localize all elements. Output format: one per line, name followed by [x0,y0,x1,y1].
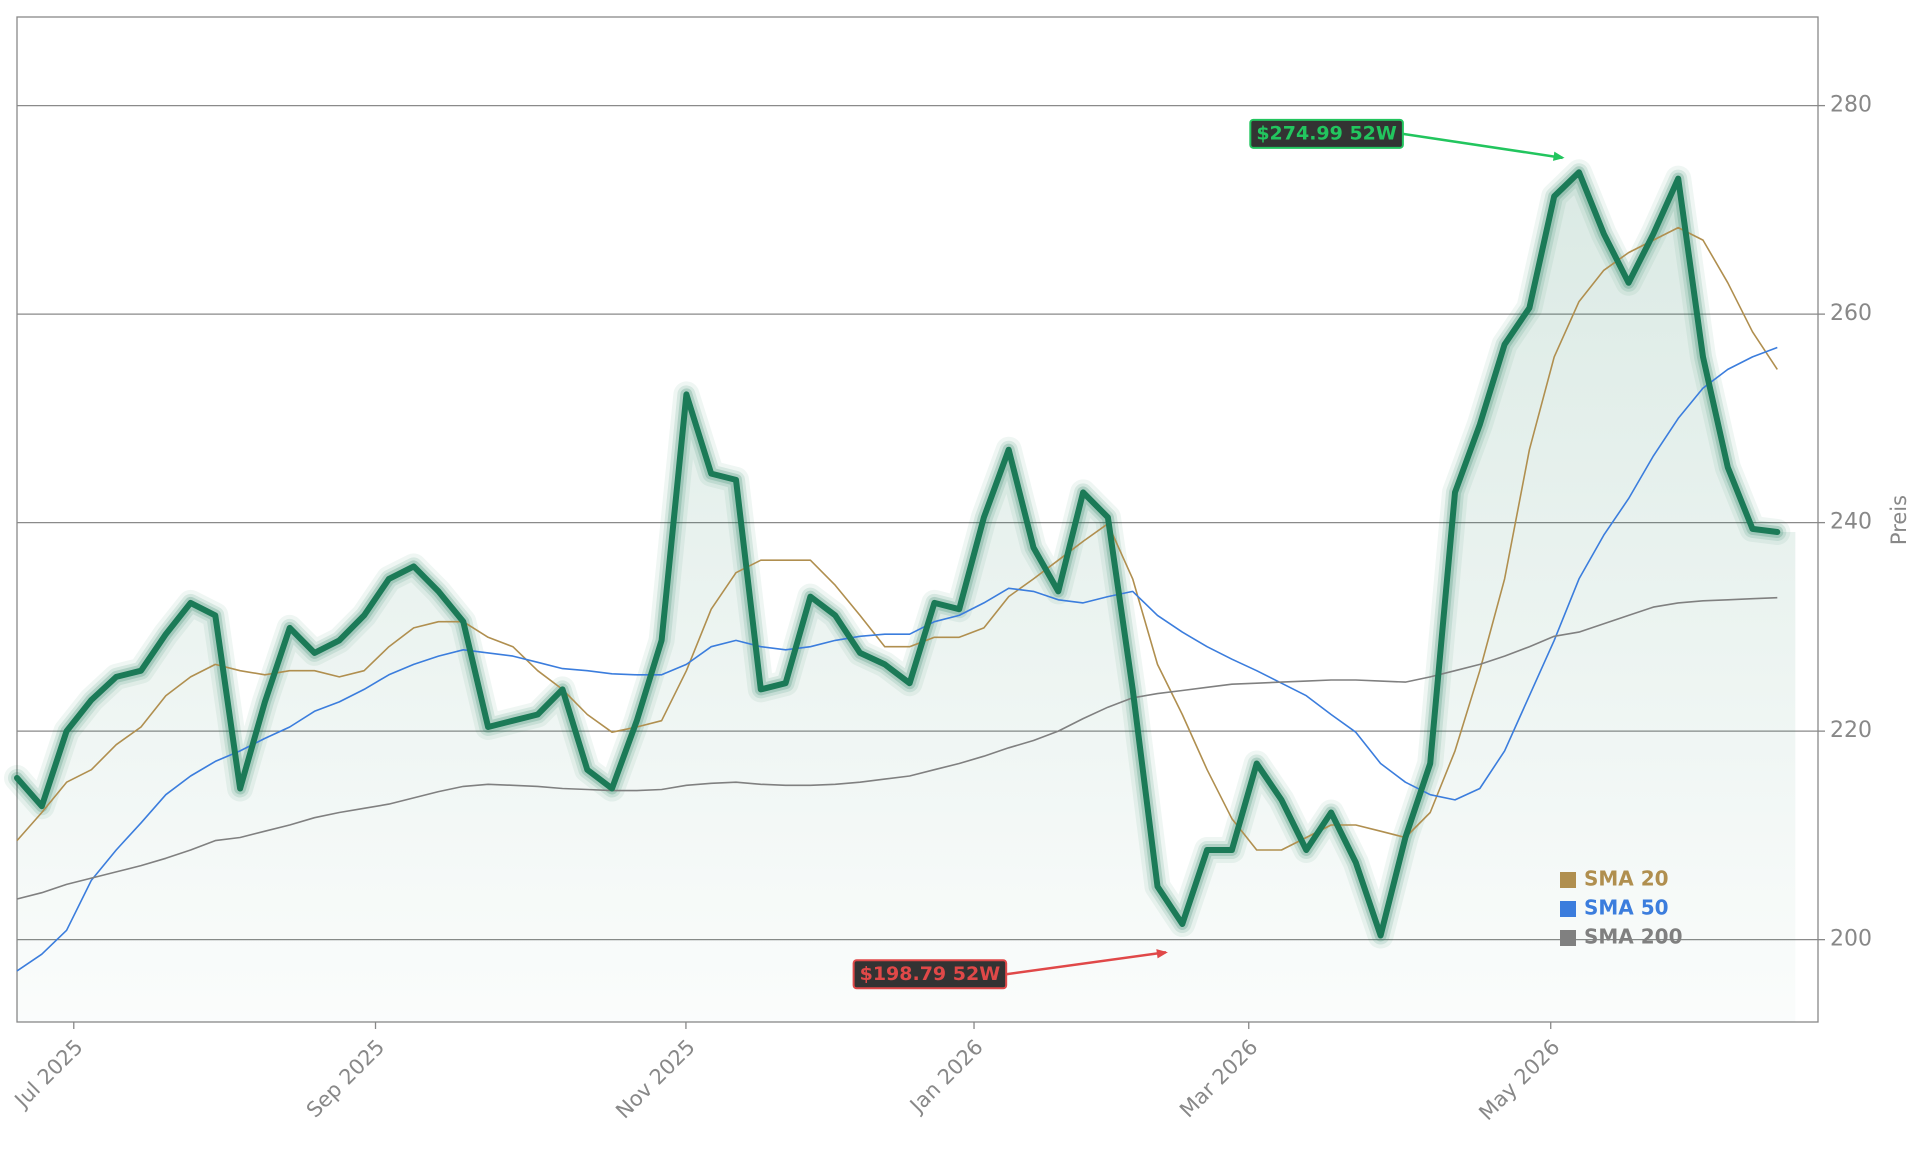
legend-swatch [1560,930,1576,946]
annotation: $198.79 52W [852,959,1008,990]
x-tick-label: Jan 2026 [904,1035,988,1119]
y-tick-label: 280 [1830,93,1872,118]
legend-label: SMA 200 [1584,925,1683,949]
sma-line [16,596,1778,900]
legend-swatch [1560,872,1576,888]
legend-swatch [1560,901,1576,917]
x-tick-label: Sep 2025 [302,1035,389,1122]
price-area [17,172,1796,1023]
legend-label: SMA 50 [1584,896,1669,920]
legend-label: SMA 20 [1584,867,1669,891]
y-tick-label: 200 [1830,927,1872,952]
x-tick-label: Nov 2025 [611,1035,699,1123]
annotation-arrowhead [1552,151,1565,161]
y-axis-label: Preis [1887,495,1911,545]
annotation-label: $274.99 52W [1256,122,1397,144]
x-tick-label: Mar 2026 [1175,1035,1263,1123]
x-tick-label: May 2026 [1474,1035,1564,1125]
y-tick-label: 240 [1830,510,1872,535]
price-line [14,169,1781,939]
annotation-label: $198.79 52W [860,963,1001,985]
sma-line [16,226,1778,851]
annotation-arrow [1402,132,1563,160]
y-tick-label: 260 [1830,301,1872,326]
annotation-arrowhead [1156,949,1168,959]
y-tick-label: 220 [1830,718,1872,743]
annotation-arrow [1006,951,1167,976]
annotation: $274.99 52W [1249,118,1404,149]
sma-line [16,346,1778,972]
x-tick-label: Jul 2025 [9,1035,88,1114]
